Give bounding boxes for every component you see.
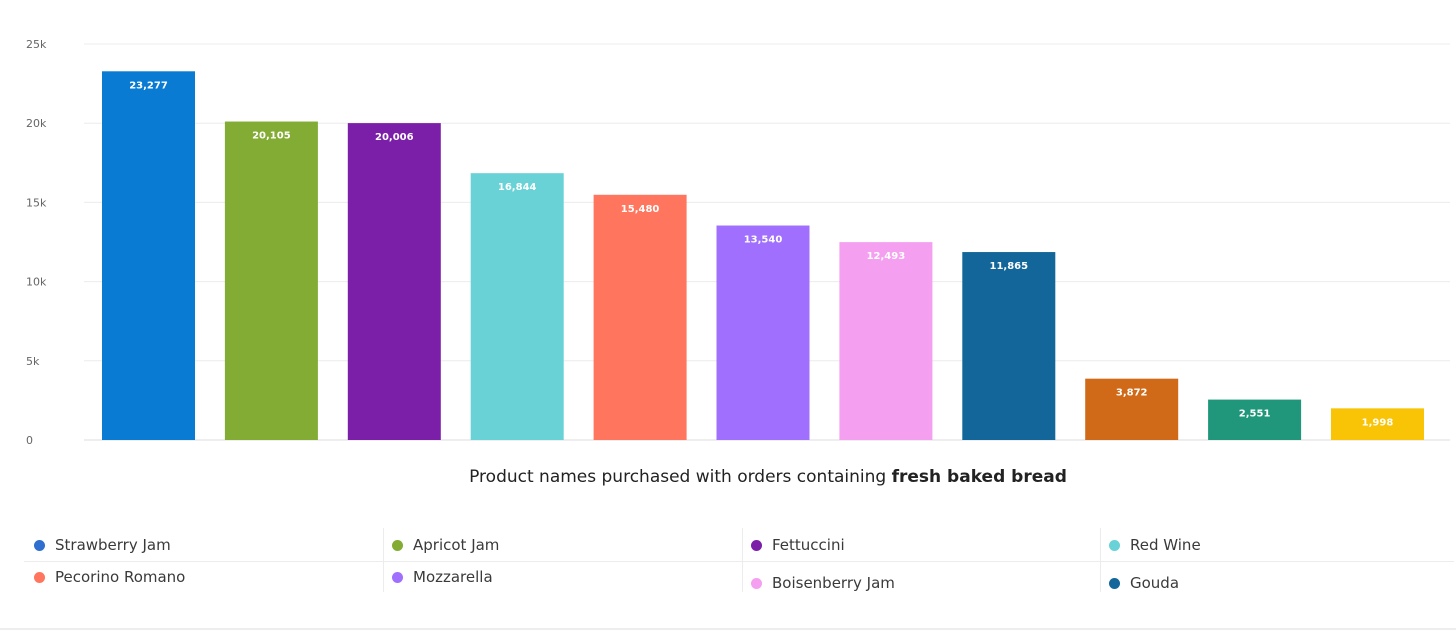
bar — [593, 194, 687, 440]
bar — [347, 123, 441, 441]
legend-item-fettuccini[interactable]: Fettuccini — [751, 536, 845, 554]
bar — [839, 242, 933, 440]
data-label: 11,865 — [990, 261, 1029, 272]
legend-item-boisenberry-jam[interactable]: Boisenberry Jam — [751, 574, 895, 592]
chart-title-text: Product names purchased with orders cont… — [469, 467, 892, 487]
y-tick-label: 15k — [26, 196, 47, 209]
y-tick-label: 25k — [26, 38, 47, 51]
data-label: 12,493 — [867, 251, 906, 262]
legend-label: Strawberry Jam — [55, 536, 171, 554]
y-tick-label: 20k — [26, 117, 47, 130]
bar — [1208, 399, 1302, 440]
legend-column-divider — [742, 528, 743, 592]
bar — [1085, 378, 1179, 440]
legend-label: Gouda — [1130, 574, 1180, 592]
legend-item-gouda[interactable]: Gouda — [1109, 574, 1179, 592]
bar — [470, 173, 564, 440]
legend-item-apricot-jam[interactable]: Apricot Jam — [392, 536, 499, 554]
y-tick-label: 10k — [26, 276, 47, 289]
legend-label: Red Wine — [1130, 536, 1201, 554]
legend-swatch-icon — [1109, 539, 1120, 551]
y-tick-label: 0 — [26, 434, 33, 447]
legend-swatch-icon — [34, 571, 45, 583]
legend-label: Pecorino Romano — [55, 568, 186, 586]
legend-swatch-icon — [34, 539, 45, 551]
data-label: 23,277 — [129, 80, 168, 91]
legend-item-red-wine[interactable]: Red Wine — [1109, 536, 1201, 554]
data-label: 20,006 — [375, 132, 414, 143]
data-label: 3,872 — [1116, 388, 1148, 399]
legend-column-divider — [383, 528, 384, 592]
bottom-rule — [0, 628, 1456, 630]
data-label: 1,998 — [1362, 417, 1394, 428]
bar — [962, 252, 1056, 440]
legend-row-divider — [24, 561, 1454, 562]
legend-swatch-icon — [1109, 577, 1120, 589]
legend-column-divider — [1100, 528, 1101, 592]
legend-item-strawberry-jam[interactable]: Strawberry Jam — [34, 536, 171, 554]
chart-title: Product names purchased with orders cont… — [0, 467, 1456, 487]
legend-swatch-icon — [392, 539, 403, 551]
bar — [224, 121, 318, 440]
chart-title-highlight: fresh baked bread — [891, 467, 1067, 487]
legend-swatch-icon — [392, 571, 403, 583]
legend-item-pecorino-romano[interactable]: Pecorino Romano — [34, 568, 185, 586]
bar — [1331, 408, 1424, 440]
data-label: 2,551 — [1239, 409, 1271, 420]
data-label: 16,844 — [498, 182, 537, 193]
y-tick-label: 5k — [26, 355, 40, 368]
legend-label: Mozzarella — [413, 568, 493, 586]
legend-item-mozzarella[interactable]: Mozzarella — [392, 568, 493, 586]
chart-legend: Strawberry Jam Apricot Jam Fettuccini Re… — [0, 528, 1456, 598]
bar — [716, 225, 810, 440]
legend-label: Boisenberry Jam — [772, 574, 895, 592]
legend-swatch-icon — [751, 539, 762, 551]
data-label: 13,540 — [744, 235, 783, 246]
legend-swatch-icon — [751, 577, 762, 589]
legend-label: Apricot Jam — [413, 536, 500, 554]
legend-label: Fettuccini — [772, 536, 845, 554]
data-label: 15,480 — [621, 204, 660, 215]
bar — [102, 71, 195, 440]
bar-chart: 0 5k 10k 15k 20k 25k 23,277 20,105 20,006 16,844 1… — [26, 38, 1450, 447]
data-label: 20,105 — [252, 131, 291, 142]
